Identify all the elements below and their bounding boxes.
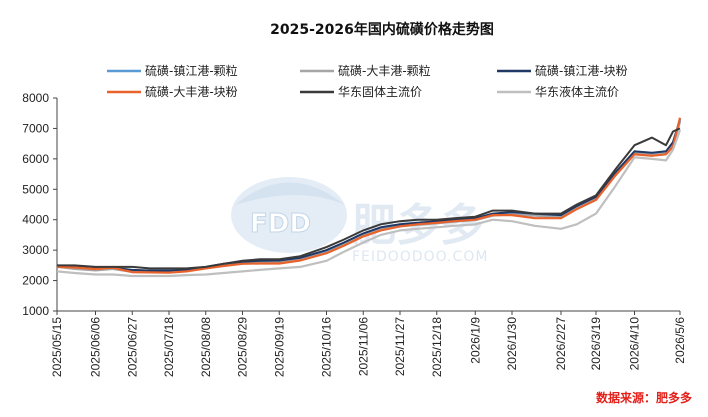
y-tick-label: 1000 [22, 304, 49, 318]
x-tick-label: 2025/05/15 [50, 317, 64, 377]
x-tick-label: 2025/10/16 [320, 317, 334, 377]
x-tick-label: 2025/07/18 [162, 317, 176, 377]
x-tick-label: 2026/1/30 [505, 317, 519, 371]
legend-label: 华东液体主流价 [535, 84, 619, 99]
watermark-logo-swoosh [235, 182, 345, 205]
x-tick-label: 2025/11/06 [356, 317, 370, 376]
y-tick-label: 7000 [22, 121, 49, 135]
x-tick-label: 2026/3/19 [589, 317, 603, 371]
legend-label: 硫磺-大丰港-块粉 [145, 84, 238, 99]
series-line-4 [56, 117, 682, 274]
x-tick-label: 2026/2/27 [554, 317, 568, 371]
y-tick-label: 5000 [22, 182, 49, 196]
x-tick-label: 2025/08/29 [236, 317, 250, 377]
x-tick-label: 2026/4/10 [628, 317, 642, 371]
legend-label: 硫磺-镇江港-颗粒 [145, 63, 238, 78]
legend-label: 硫磺-大丰港-颗粒 [338, 63, 431, 78]
legend-label: 华东固体主流价 [338, 85, 422, 99]
x-tick-label: 2025/09/19 [272, 317, 286, 377]
y-tick-label: 8000 [22, 91, 49, 105]
x-tick-label: 2026/5/6 [673, 317, 687, 364]
x-ticks: 2025/05/15 2025/06/06 2025/06/27 2025/07/18… [50, 311, 687, 377]
axes [56, 98, 680, 312]
x-tick-label: 2025/08/08 [199, 317, 213, 377]
x-tick-label: 2025/06/06 [89, 317, 103, 377]
x-tick-label: 2025/11/27 [393, 317, 407, 376]
series-line-6 [56, 129, 682, 278]
legend-label: 硫磺-镇江港-块粉 [535, 63, 628, 78]
x-tick-label: 2025/12/18 [430, 317, 444, 377]
watermark-brand: FDD [250, 209, 311, 239]
chart-title: 2025-2026年国内硫磺价格走势图 [270, 21, 494, 38]
y-tick-label: 3000 [22, 243, 49, 257]
series-group [56, 117, 682, 278]
y-tick-label: 2000 [22, 274, 49, 288]
y-tick-label: 6000 [22, 152, 49, 166]
series-line-5 [57, 127, 681, 270]
source-note: 数据来源：肥多多 [596, 390, 692, 405]
series-line-3 [56, 119, 681, 272]
y-ticks: 1000 2000 3000 4000 5000 6000 7000 8000 [22, 91, 57, 318]
x-tick-label: 2026/1/9 [468, 317, 482, 364]
x-tick-label: 2025/06/27 [125, 317, 139, 377]
watermark-url: FEIDOODOO.COM [352, 249, 488, 265]
y-tick-label: 4000 [22, 213, 49, 227]
